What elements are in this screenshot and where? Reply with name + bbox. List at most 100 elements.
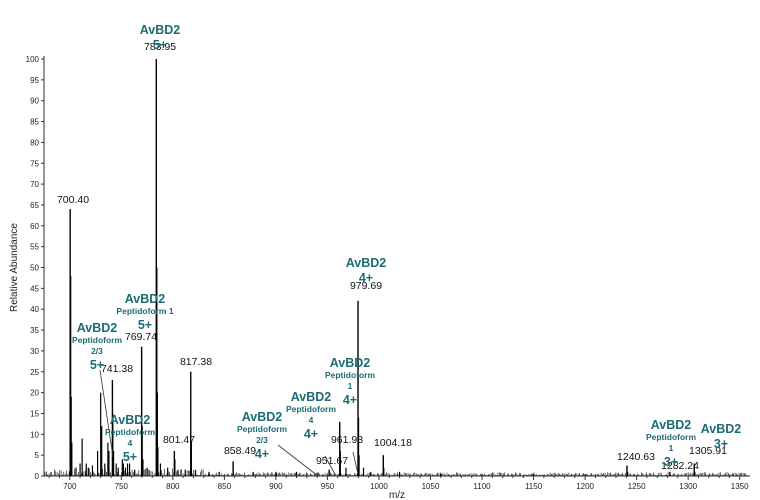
annotation-charge-text: 3+ xyxy=(664,455,678,469)
annotation-small-text: 1 xyxy=(669,443,674,453)
x-tick-label: 1200 xyxy=(576,482,594,491)
y-tick-label: 80 xyxy=(30,138,39,147)
annotation-small-text: 2/3 xyxy=(91,346,103,356)
x-tick-label: 1000 xyxy=(370,482,388,491)
y-tick-label: 95 xyxy=(30,76,39,85)
peak-label: 1004.18 xyxy=(374,437,412,449)
y-tick-label: 75 xyxy=(30,159,39,168)
annotation-charge-text: 4+ xyxy=(304,427,318,441)
annotation-small-text: 4 xyxy=(128,438,133,448)
x-tick-label: 1300 xyxy=(679,482,697,491)
y-tick-label: 100 xyxy=(26,55,40,64)
peak-label: 783.95 xyxy=(144,41,176,53)
peak-label: 1305.91 xyxy=(689,445,727,457)
y-tick-label: 25 xyxy=(30,368,39,377)
x-axis-title: m/z xyxy=(389,490,405,500)
annotation-charge-text: 5+ xyxy=(138,318,152,332)
y-tick-label: 15 xyxy=(30,409,39,418)
peak-label: 741.38 xyxy=(101,363,133,375)
leader-line xyxy=(277,444,319,477)
x-tick-label: 1150 xyxy=(525,482,543,491)
peak-label: 1240.63 xyxy=(617,451,655,463)
y-tick-label: 45 xyxy=(30,284,39,293)
y-tick-label: 35 xyxy=(30,326,39,335)
annotation-main-text: AvBD2 xyxy=(125,292,166,306)
peak-label: 979.69 xyxy=(350,280,382,292)
x-tick-label: 800 xyxy=(166,482,180,491)
annotation-charge-text: 4+ xyxy=(255,447,269,461)
x-tick-label: 1050 xyxy=(422,482,440,491)
peak-label: 769.74 xyxy=(125,331,157,343)
y-tick-label: 5 xyxy=(35,451,40,460)
x-tick-label: 1250 xyxy=(628,482,646,491)
annotation-small-text: Peptidoform 1 xyxy=(116,306,173,316)
x-tick-label: 700 xyxy=(63,482,77,491)
x-tick-label: 850 xyxy=(218,482,232,491)
annotation-charge-text: 5+ xyxy=(153,38,167,52)
annotation-small-text: 2/3 xyxy=(256,435,268,445)
x-tick-label: 950 xyxy=(321,482,335,491)
leader-line xyxy=(352,451,359,475)
y-tick-label: 60 xyxy=(30,222,39,231)
y-tick-label: 20 xyxy=(30,389,39,398)
peak-label: 801.47 xyxy=(163,434,195,446)
annotation-main-text: AvBD2 xyxy=(701,422,742,436)
peak-label: 1282.24 xyxy=(661,460,699,472)
annotation-main-text: AvBD2 xyxy=(77,321,118,335)
y-axis-ticks: 0 5 10 15 20 25 30 35 40 45 50 55 60 65 70 75 80 85 90 95 10… xyxy=(26,55,44,481)
peak-label: 817.38 xyxy=(180,356,212,368)
peak-label: 961.93 xyxy=(331,434,363,446)
y-tick-label: 40 xyxy=(30,305,39,314)
y-tick-label: 85 xyxy=(30,118,39,127)
peak-label: 951.67 xyxy=(316,455,348,467)
annotation-main-text: AvBD2 xyxy=(651,418,692,432)
annotation-main-text: AvBD2 xyxy=(346,256,387,270)
annotation-main-text: AvBD2 xyxy=(110,413,151,427)
annotation-small-text: 1 xyxy=(348,381,353,391)
annotation-small-text: Peptidoform xyxy=(105,427,155,437)
y-tick-label: 50 xyxy=(30,264,39,273)
annotation-small-text: Peptidoform xyxy=(325,370,375,380)
annotation-small-text: Peptidoform xyxy=(286,404,336,414)
y-axis-title: Relative Abundance xyxy=(9,223,20,312)
annotation-main-text: AvBD2 xyxy=(330,356,371,370)
annotation-charge-text: 4+ xyxy=(359,271,373,285)
leader-line xyxy=(324,455,337,477)
annotation-small-text: Peptidoform xyxy=(72,335,122,345)
annotation-charge-text: 4+ xyxy=(343,393,357,407)
annotation-charge-text: 5+ xyxy=(90,358,104,372)
annotation-main-text: AvBD2 xyxy=(242,410,283,424)
annotation-small-text: Peptidoform xyxy=(646,432,696,442)
y-tick-label: 30 xyxy=(30,347,39,356)
x-tick-label: 900 xyxy=(269,482,283,491)
annotation-charge-text: 3+ xyxy=(714,437,728,451)
y-tick-label: 10 xyxy=(30,430,39,439)
y-tick-label: 0 xyxy=(35,472,40,481)
x-tick-label: 1350 xyxy=(731,482,749,491)
y-tick-label: 55 xyxy=(30,243,39,252)
x-tick-label: 750 xyxy=(115,482,129,491)
y-tick-label: 70 xyxy=(30,180,39,189)
annotation-small-text: Peptidoform xyxy=(237,424,287,434)
peak-label: 700.40 xyxy=(57,194,89,206)
spectrum-peaks xyxy=(44,59,748,476)
x-axis-ticks: 700 750 800 850 900 950 1000 1050 1100 1150 1200 12… xyxy=(48,476,749,491)
peak-labels: 700.40 741.38 769.74 783.95 801.47 817.38 858.… xyxy=(57,41,727,472)
annotation-leader-lines xyxy=(99,369,359,477)
annotation-main-text: AvBD2 xyxy=(140,23,181,37)
annotation-charge-text: 5+ xyxy=(123,450,137,464)
y-tick-label: 65 xyxy=(30,201,39,210)
annotation-small-text: 4 xyxy=(309,415,314,425)
